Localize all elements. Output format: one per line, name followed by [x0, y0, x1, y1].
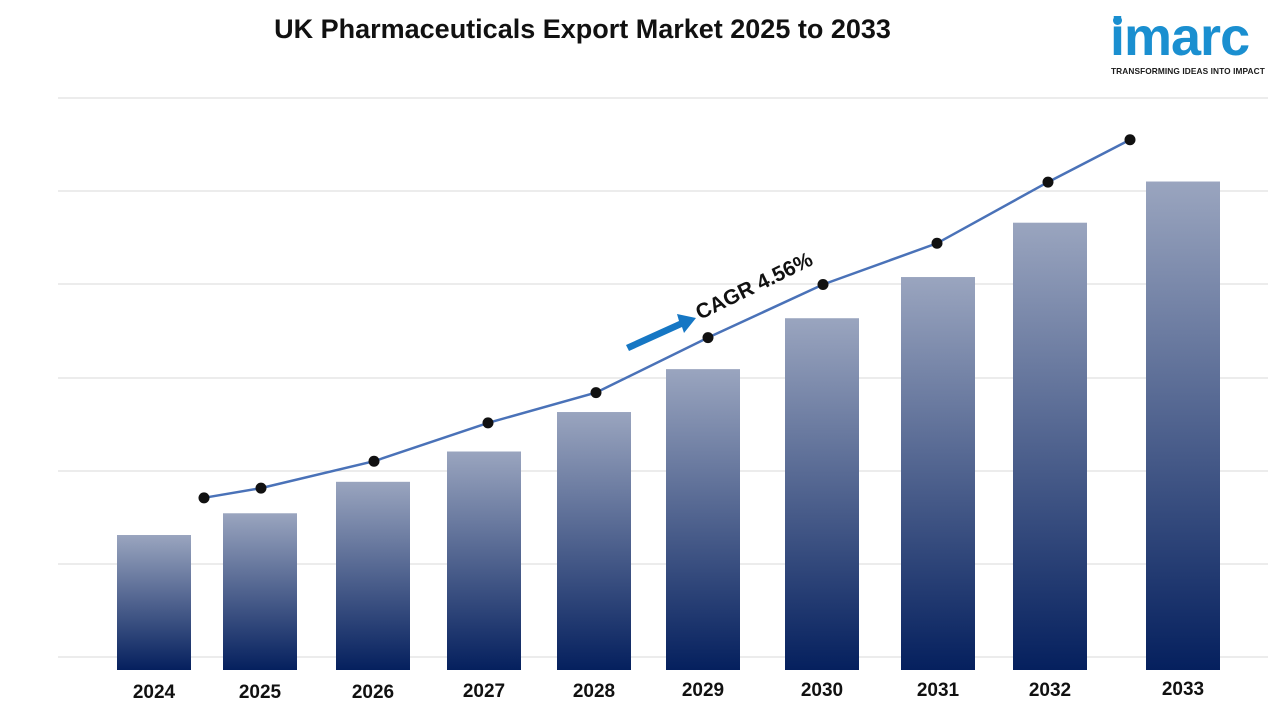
- logo-dot-icon: [1113, 16, 1122, 25]
- logo-tagline: TRANSFORMING IDEAS INTO IMPACT: [1111, 66, 1265, 76]
- trend-point-2032: [1042, 176, 1054, 188]
- logo-wordmark: imarc: [1110, 7, 1250, 67]
- chart-title: UK Pharmaceuticals Export Market 2025 to…: [274, 14, 891, 44]
- x-tick-label: 2031: [917, 680, 960, 701]
- trend-point-2033: [1124, 134, 1136, 146]
- x-tick-label: 2024: [133, 682, 176, 703]
- x-tick-label: 2027: [463, 681, 505, 702]
- bar-2030: [785, 318, 859, 670]
- x-tick-label: 2028: [573, 681, 615, 702]
- cagr-label: CAGR 4.56%: [692, 248, 817, 325]
- trend-line: [203, 138, 1131, 500]
- bar-2028: [557, 412, 631, 670]
- x-tick-label: 2029: [682, 680, 724, 701]
- bar-2025: [223, 513, 297, 670]
- x-tick-label: 2032: [1029, 680, 1071, 701]
- trend-point-2029: [702, 332, 714, 344]
- x-tick-label: 2030: [801, 680, 843, 701]
- bar-2031: [901, 277, 975, 670]
- trend-point-2031: [931, 237, 943, 249]
- x-tick-label: 2033: [1162, 679, 1204, 700]
- bar-2029: [666, 369, 740, 670]
- trend-point-2030: [817, 278, 829, 290]
- trend-point-2026: [368, 455, 380, 467]
- trend-point-2025: [255, 482, 267, 494]
- bar-2026: [336, 481, 410, 670]
- bar-2032: [1013, 222, 1087, 671]
- trend-polyline: [203, 138, 1131, 500]
- trend-point-2027: [482, 417, 494, 429]
- trend-markers: [198, 134, 1136, 504]
- trend-point-2028: [590, 387, 602, 399]
- trend-point-2024: [198, 492, 210, 504]
- x-tick-label: 2025: [239, 682, 282, 703]
- bar-2027: [447, 451, 521, 670]
- imarc-logo: imarc TRANSFORMING IDEAS INTO IMPACT: [1110, 8, 1272, 78]
- x-axis-ticks: 2024 2025 2026 2027 2028 2029 2030 2031 2032 2033: [133, 679, 1204, 703]
- bar-2024: [117, 535, 191, 670]
- bar-2033: [1146, 181, 1220, 670]
- bars: [117, 181, 1220, 671]
- x-tick-label: 2026: [352, 682, 394, 703]
- cagr-arrow-icon: [626, 314, 696, 351]
